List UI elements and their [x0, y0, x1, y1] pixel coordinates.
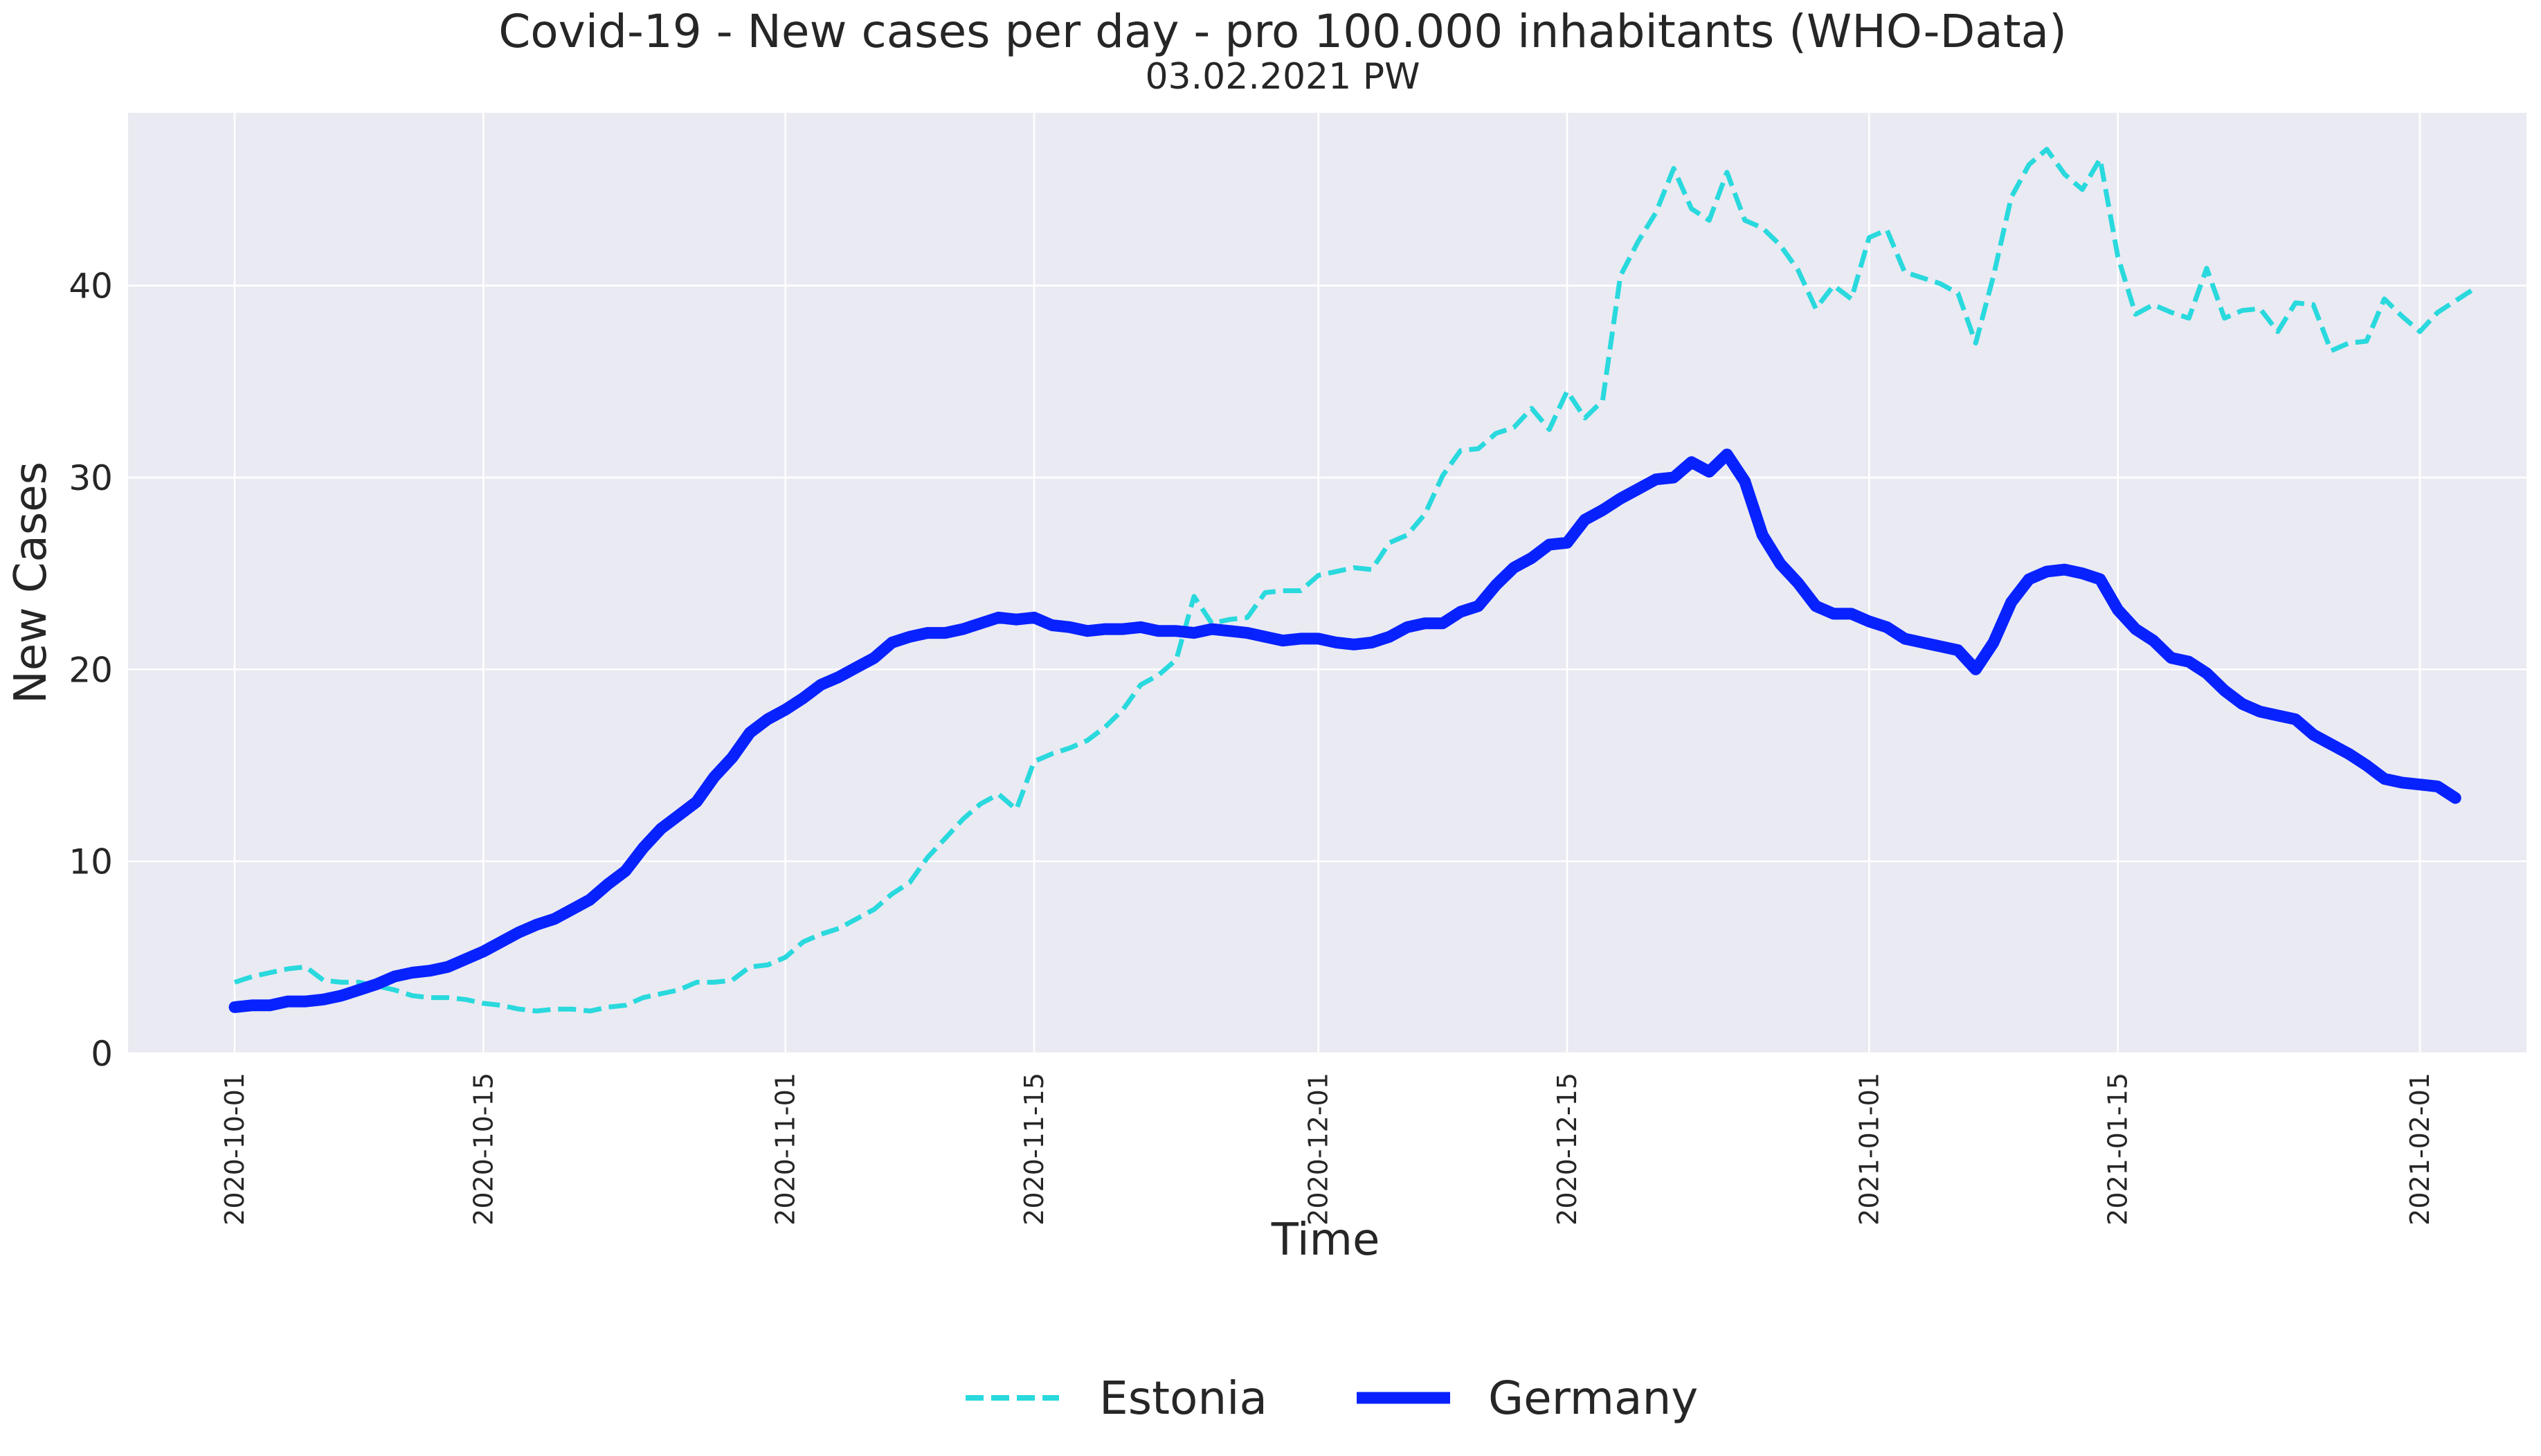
chart-subtitle: 03.02.2021 PW — [1145, 56, 1420, 98]
y-tick-label: 10 — [69, 842, 113, 882]
chart-title: Covid-19 - New cases per day - pro 100.0… — [498, 5, 2067, 58]
series-line-estonia — [233, 147, 2475, 1014]
y-tick-labels: 0 10 20 30 40 — [69, 266, 113, 1074]
x-tick-label: 2020-11-15 — [1019, 1073, 1049, 1226]
x-tick-label: 2020-12-15 — [1552, 1073, 1582, 1226]
y-axis-label: New Cases — [6, 462, 57, 704]
x-tick-label: 2020-12-01 — [1303, 1073, 1334, 1226]
legend: Estonia Germany — [966, 1372, 1698, 1425]
y-tick-label: 30 — [69, 458, 113, 498]
series-line-germany — [228, 448, 2461, 1013]
legend-label-estonia: Estonia — [1099, 1372, 1267, 1425]
legend-label-germany: Germany — [1488, 1372, 1698, 1425]
x-tick-label: 2020-11-01 — [770, 1073, 801, 1226]
series-layer — [228, 147, 2475, 1014]
x-tick-label: 2020-10-15 — [468, 1073, 498, 1226]
x-tick-label: 2020-10-01 — [219, 1073, 250, 1226]
y-tick-label: 0 — [91, 1034, 113, 1074]
x-tick-label: 2021-01-01 — [1854, 1073, 1884, 1226]
x-tick-label: 2021-02-01 — [2405, 1073, 2435, 1226]
plot-area — [128, 113, 2526, 1053]
grid-lines — [128, 113, 2526, 1055]
y-tick-label: 20 — [69, 650, 113, 690]
y-tick-label: 40 — [69, 266, 113, 307]
x-tick-label: 2021-01-15 — [2103, 1073, 2133, 1226]
x-tick-labels: 2020-10-01 2020-10-15 2020-11-01 2020-11-15… — [219, 1073, 2435, 1226]
x-axis-label: Time — [1271, 1214, 1380, 1266]
